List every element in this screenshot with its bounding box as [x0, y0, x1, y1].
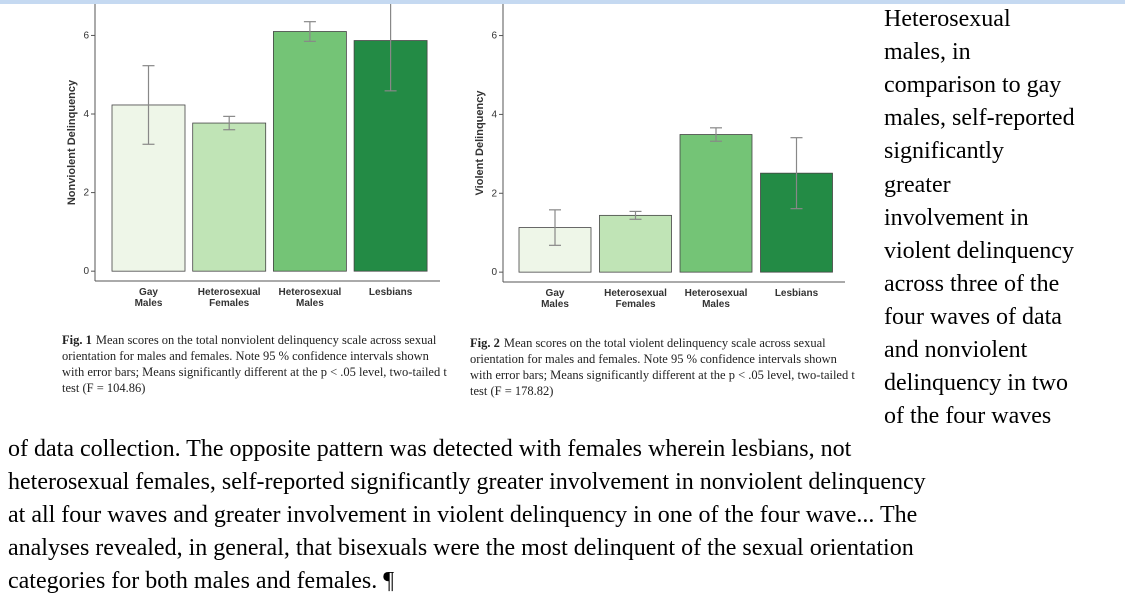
y-tick-label: 6: [491, 31, 497, 42]
y-axis-label: Nonviolent Delinquency: [66, 79, 78, 205]
text-line: across three of the: [884, 270, 1060, 297]
label-line: Heterosexual: [198, 287, 261, 298]
label-line: Males: [702, 299, 730, 310]
bar: [272, 31, 347, 272]
x-tick-label: Heterosexual Males: [685, 288, 748, 310]
x-tick-label: Gay Males: [541, 288, 569, 310]
bar: [111, 104, 186, 272]
bar: [192, 122, 267, 272]
label-line: Lesbians: [369, 287, 413, 298]
caption-text: Mean scores on the total violent delinqu…: [470, 336, 855, 398]
text-line: categories for both males and females. ¶: [8, 568, 395, 594]
text-line: males, in: [884, 39, 971, 66]
label-line: Males: [296, 298, 324, 309]
y-tick-label: 4: [83, 109, 89, 120]
text-line: greater: [884, 171, 951, 198]
x-tick-label: Lesbians: [369, 287, 413, 298]
y-tick-label: 4: [491, 109, 497, 120]
label-line: Heterosexual: [685, 288, 748, 299]
caption-text: Mean scores on the total nonviolent deli…: [62, 333, 447, 395]
y-tick-label: 0: [491, 267, 497, 278]
fig-label: Fig. 1: [62, 333, 92, 347]
text-line: and nonviolent: [884, 337, 1028, 363]
text-line: heterosexual females, self-reported sign…: [8, 469, 926, 495]
y-tick-label: 2: [83, 188, 89, 199]
text-line: of the four waves: [884, 403, 1052, 430]
x-tick-label: Gay Males: [135, 287, 163, 309]
label-line: Heterosexual: [604, 288, 667, 299]
text-line: involvement in: [884, 204, 1029, 231]
text-line: violent delinquency: [884, 237, 1074, 264]
x-tick-label: Heterosexual Males: [278, 287, 341, 309]
fig-label: Fig. 2: [470, 336, 500, 350]
label-line: Heterosexual: [278, 287, 341, 298]
bar: [599, 214, 672, 273]
text-line: males, self-reported: [884, 105, 1075, 132]
text-line: analyses revealed, in general, that bise…: [8, 535, 914, 561]
caption-1: Fig. 1 Mean scores on the total nonviolen…: [62, 332, 447, 396]
text-line: four waves of data: [884, 303, 1062, 330]
text-line: of data collection. The opposite pattern…: [8, 436, 852, 462]
caption-2: Fig. 2 Mean scores on the total violent d…: [470, 335, 855, 399]
label-line: Males: [541, 299, 569, 310]
bar: [679, 134, 753, 273]
label-line: Males: [135, 298, 163, 309]
y-tick-label: 0: [83, 266, 89, 277]
label-line: Lesbians: [775, 288, 819, 299]
label-line: Gay: [546, 288, 565, 299]
y-tick-label: 6: [83, 30, 89, 41]
label-line: Gay: [139, 287, 158, 298]
label-line: Females: [615, 299, 655, 310]
x-tick-label: Heterosexual Females: [604, 288, 667, 310]
text-line: significantly: [884, 138, 1004, 165]
text-line: delinquency in two: [884, 370, 1068, 397]
x-tick-label: Heterosexual Females: [198, 287, 261, 309]
top-bar: [0, 0, 1125, 4]
label-line: Females: [209, 298, 249, 309]
x-tick-label: Lesbians: [775, 288, 819, 299]
y-tick-label: 2: [491, 188, 497, 199]
y-axis-label: Violent Delinquency: [474, 90, 486, 196]
text-line: comparison to gay: [884, 72, 1062, 99]
text-line: at all four waves and greater involvemen…: [8, 502, 918, 528]
text-line: Heterosexual: [884, 6, 1011, 32]
